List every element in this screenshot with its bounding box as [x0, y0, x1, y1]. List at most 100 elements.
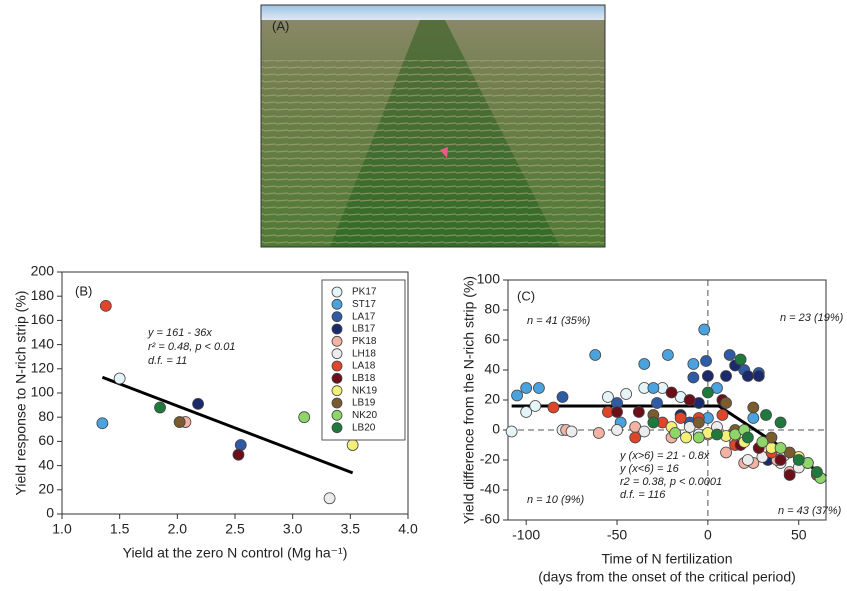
point [589, 349, 602, 361]
point [674, 412, 687, 424]
point [700, 355, 712, 367]
point [556, 391, 569, 403]
y-axis-label: Yield response to N-rich strip (%) [13, 291, 29, 496]
point [774, 416, 787, 429]
point [234, 439, 247, 451]
point [741, 370, 754, 382]
legend-label: NK19 [352, 385, 377, 396]
y-tick-label: 0 [492, 421, 500, 437]
photo: (A) [260, 4, 606, 248]
point [692, 416, 705, 429]
panel-label: (C) [517, 288, 535, 303]
y-tick-label: 20 [484, 391, 500, 407]
crop-rows [261, 60, 605, 247]
point [783, 469, 796, 481]
point [611, 406, 623, 418]
point [532, 382, 545, 394]
point [716, 409, 729, 421]
point [683, 394, 696, 406]
y-tick-label: 80 [38, 408, 54, 424]
panel-label: (A) [272, 18, 289, 33]
point [687, 371, 700, 384]
legend-swatch [331, 298, 343, 310]
x-tick-label: -100 [512, 527, 540, 543]
point [669, 427, 682, 439]
point [192, 397, 204, 410]
point [747, 412, 760, 424]
x-tick-label: 1.0 [52, 521, 72, 537]
annotation: n = 23 (19%) [780, 312, 844, 324]
legend-swatch [331, 348, 343, 360]
y-tick-label: -60 [480, 511, 500, 527]
point [629, 431, 642, 444]
point [711, 428, 723, 441]
x-tick-label: 4.0 [398, 521, 418, 537]
point [602, 391, 614, 403]
point [505, 425, 518, 438]
sky [261, 5, 605, 20]
point [529, 400, 542, 412]
point [520, 382, 533, 394]
x-axis-label: (days from the onset of the critical per… [538, 569, 796, 585]
y-tick-label: 100 [31, 384, 55, 400]
legend-swatch [331, 286, 343, 298]
point [692, 431, 705, 444]
point [774, 454, 787, 466]
legend-label: LB20 [352, 422, 376, 433]
legend-label: LA18 [352, 361, 376, 372]
point [687, 358, 700, 370]
annotation: d.f. = 116 [620, 489, 666, 501]
legend-label: LB18 [352, 373, 376, 384]
point [620, 388, 633, 400]
legend-label: LH18 [352, 348, 376, 359]
legend-swatch [331, 422, 343, 434]
y-tick-label: 180 [31, 287, 55, 303]
point [741, 431, 754, 444]
point [346, 439, 359, 451]
y-tick-label: 20 [38, 481, 54, 497]
flag [440, 147, 448, 158]
point [99, 299, 112, 312]
point [565, 425, 578, 438]
legend-label: ST17 [352, 299, 376, 310]
annotation: r2 = 0.38, p < 0.0001 [620, 476, 722, 488]
legend-label: NK20 [352, 410, 377, 421]
point [632, 406, 645, 418]
annotation: y (x<6) = 16 [619, 463, 680, 475]
x-tick-label: 2.5 [225, 521, 245, 537]
point [662, 349, 674, 361]
y-tick-label: 160 [31, 311, 55, 327]
y-tick-label: 60 [38, 432, 54, 448]
legend-swatch [331, 311, 343, 323]
point [647, 416, 660, 429]
point [113, 372, 126, 385]
legend-swatch [331, 397, 343, 409]
x-tick-label: -50 [607, 527, 627, 543]
y-tick-label: 200 [31, 263, 55, 279]
x-axis-label: Time of N fertilization [602, 551, 733, 567]
x-tick-label: 1.5 [110, 521, 130, 537]
point [680, 431, 692, 444]
legend-swatch [331, 409, 343, 421]
point [96, 417, 109, 430]
point [647, 382, 660, 394]
y-axis-label: Yield difference from the N-rich strip (… [461, 276, 477, 524]
point [173, 416, 186, 428]
legend-label: LB17 [352, 324, 376, 335]
point [520, 406, 533, 418]
point [720, 370, 732, 382]
annotation: y = 161 - 36x [147, 327, 212, 339]
y-tick-label: 120 [31, 360, 55, 376]
point [154, 401, 166, 414]
panel-label: (B) [75, 283, 92, 298]
annotation: n = 10 (9%) [527, 494, 585, 506]
point [651, 397, 663, 409]
point [701, 370, 714, 382]
x-tick-label: 3.5 [341, 521, 361, 537]
y-tick-label: -20 [480, 451, 500, 467]
annotation: y (x>6) = 21 - 0.8x [619, 450, 710, 462]
point [232, 448, 245, 461]
legend-swatch [331, 385, 343, 397]
y-tick-label: -40 [480, 481, 500, 497]
